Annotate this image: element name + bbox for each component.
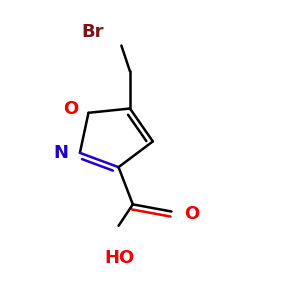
Text: O: O — [63, 100, 78, 118]
Text: Br: Br — [82, 23, 104, 41]
Text: N: N — [53, 144, 68, 162]
Text: O: O — [184, 205, 200, 223]
Text: HO: HO — [105, 249, 135, 267]
